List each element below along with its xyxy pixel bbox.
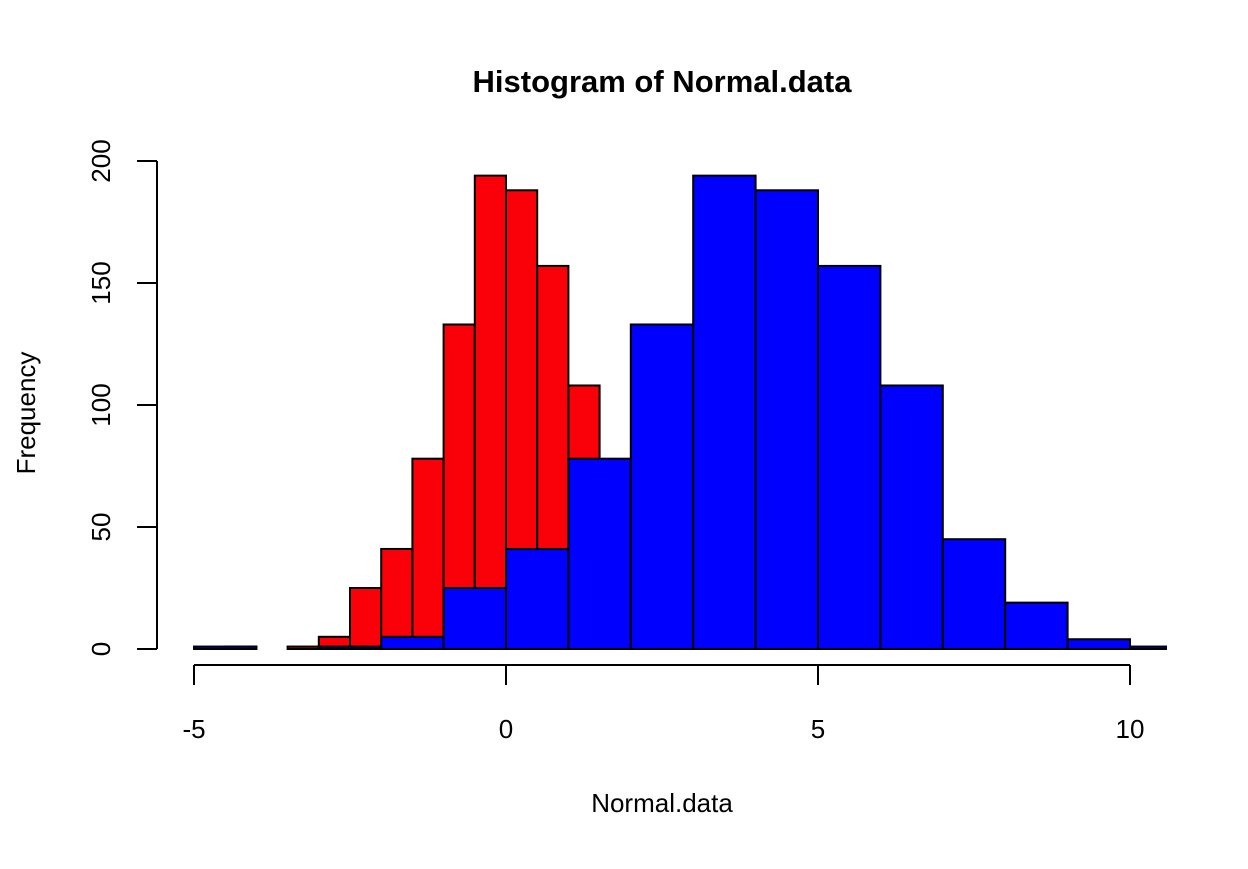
blue-histogram-bar: [193, 645, 258, 650]
blue-histogram-bar: [1129, 645, 1167, 650]
blue-histogram-bar: [317, 645, 383, 650]
blue-histogram-bar: [879, 384, 944, 650]
y-tick-label: 200: [86, 139, 116, 182]
x-tick-label: 10: [1116, 714, 1145, 744]
y-axis: 0 50 100 150 200: [86, 139, 158, 656]
blue-histogram-bar: [442, 587, 508, 650]
chart-title: Histogram of Normal.data: [473, 64, 853, 99]
red-histogram-bar: [349, 587, 383, 650]
red-histogram-bar: [286, 645, 320, 650]
red-histogram-bar: [473, 174, 507, 650]
y-tick-label: 100: [86, 383, 116, 426]
blue-histogram-bar: [1004, 601, 1069, 651]
y-tick-label: 50: [86, 513, 116, 542]
x-tick-label: -5: [182, 714, 205, 744]
y-tick-label: 150: [86, 261, 116, 304]
x-axis-label: Normal.data: [591, 788, 733, 818]
y-axis-label: Frequency: [11, 352, 41, 475]
x-axis: -5 0 5 10: [182, 664, 1145, 744]
y-tick-label: 0: [86, 642, 116, 656]
blue-histogram-bar: [629, 323, 695, 650]
blue-histogram-bar: [1066, 638, 1131, 650]
blue-histogram-bar: [754, 189, 819, 650]
x-tick-label: 0: [499, 714, 513, 744]
blue-histogram-bar: [505, 547, 570, 651]
blue-histogram-bar: [380, 635, 445, 650]
bars: [193, 174, 1167, 651]
blue-histogram-bar: [567, 457, 632, 650]
red-histogram-bar: [380, 547, 414, 651]
x-tick-label: 5: [811, 714, 825, 744]
blue-histogram-bar: [941, 538, 1007, 651]
blue-histogram-bar: [817, 264, 882, 650]
red-histogram-bar: [411, 457, 445, 650]
blue-histogram-bar: [692, 174, 757, 650]
